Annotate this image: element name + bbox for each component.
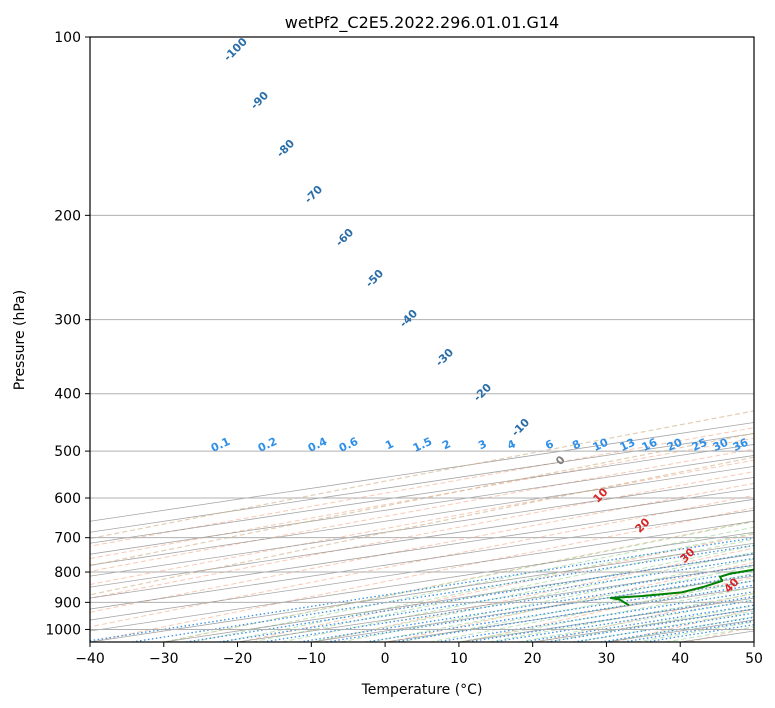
dry-adiabat bbox=[90, 427, 754, 547]
isotherm bbox=[90, 498, 754, 599]
moist-adiabat bbox=[488, 593, 754, 642]
background-lines bbox=[90, 24, 775, 642]
mixing-ratio-line bbox=[573, 612, 754, 642]
isotherm bbox=[90, 455, 754, 555]
dry-adiabat bbox=[90, 459, 754, 585]
x-tick-label: 10 bbox=[450, 651, 468, 667]
y-tick-label: 700 bbox=[54, 531, 81, 547]
moist-adiabat bbox=[222, 532, 754, 642]
y-tick-label: 600 bbox=[54, 491, 81, 507]
plot-frame bbox=[89, 36, 755, 643]
dry-adiabat bbox=[764, 24, 775, 642]
isotherm bbox=[90, 444, 754, 544]
isotherm bbox=[90, 476, 754, 577]
y-tick-label: 900 bbox=[54, 595, 81, 611]
y-axis-label: Pressure (hPa) bbox=[12, 290, 28, 390]
isotherm bbox=[90, 465, 754, 566]
mixing-ratio-label: 10 bbox=[591, 436, 611, 454]
moist-adiabat bbox=[370, 565, 754, 642]
x-tick-label: 0 bbox=[381, 651, 390, 667]
y-tick-label: 100 bbox=[54, 30, 81, 46]
x-tick-label: −40 bbox=[75, 651, 105, 667]
y-axis: 100 200 300 400 500 600 700 800 900 1000 bbox=[45, 30, 90, 638]
dry-adiabat bbox=[90, 471, 754, 599]
dry-adiabat bbox=[90, 482, 754, 613]
mixing-ratio-label: 30 bbox=[711, 436, 731, 454]
mixing-ratio-line bbox=[492, 599, 754, 642]
mixing-ratio-label: 13 bbox=[618, 436, 637, 454]
x-axis: −40 −30 −20 −10 0 10 20 30 40 50 bbox=[75, 642, 763, 667]
isotherm bbox=[90, 520, 754, 621]
mixing-ratio-line bbox=[600, 616, 754, 642]
chart-title: wetPf2_C2E5.2022.296.01.01.G14 bbox=[285, 13, 559, 33]
dry-adiabat bbox=[165, 520, 754, 642]
y-tick-label: 400 bbox=[54, 387, 81, 403]
dry-adiabat bbox=[90, 507, 754, 642]
x-tick-label: 40 bbox=[671, 651, 689, 667]
x-axis-label: Temperature (°C) bbox=[361, 682, 483, 698]
x-tick-label: −30 bbox=[149, 651, 179, 667]
mixing-ratio-line bbox=[132, 544, 754, 642]
moist-adiabat bbox=[193, 526, 754, 642]
mixing-ratio-label: 20 bbox=[665, 436, 685, 454]
mixing-ratio-line bbox=[185, 552, 754, 642]
x-tick-label: 30 bbox=[598, 651, 616, 667]
mixing-ratio-label: 25 bbox=[690, 436, 709, 454]
y-tick-label: 1000 bbox=[45, 622, 81, 638]
mixing-ratio-line bbox=[90, 537, 754, 642]
isotherm bbox=[90, 531, 754, 632]
tan-reference-curve bbox=[90, 432, 754, 567]
y-tick-label: 200 bbox=[54, 208, 81, 224]
pressure-grid bbox=[90, 37, 754, 630]
isotherm bbox=[753, 641, 754, 642]
x-tick-label: 50 bbox=[745, 651, 763, 667]
mixing-ratio-label: 36 bbox=[731, 436, 751, 454]
y-tick-label: 500 bbox=[54, 444, 81, 460]
y-tick-label: 300 bbox=[54, 313, 81, 329]
mixing-ratio-line bbox=[219, 557, 754, 642]
y-tick-label: 800 bbox=[54, 565, 81, 581]
mixing-ratio-line bbox=[522, 604, 754, 642]
dry-adiabat bbox=[90, 437, 754, 560]
moist-adiabat bbox=[429, 579, 754, 642]
mixing-ratio-label: 16 bbox=[640, 436, 660, 454]
tan-reference-curve bbox=[90, 456, 754, 596]
mixing-ratio-line bbox=[546, 608, 754, 642]
dry-adiabat bbox=[90, 494, 754, 628]
dry-adiabat bbox=[240, 533, 754, 642]
x-tick-label: −20 bbox=[223, 651, 253, 667]
moist-adiabat bbox=[252, 538, 754, 642]
isotherm bbox=[90, 487, 754, 588]
x-tick-label: 20 bbox=[524, 651, 542, 667]
x-tick-label: −10 bbox=[297, 651, 327, 667]
plot-background bbox=[90, 37, 754, 642]
isotherm bbox=[90, 509, 754, 610]
moist-adiabat bbox=[163, 521, 754, 642]
